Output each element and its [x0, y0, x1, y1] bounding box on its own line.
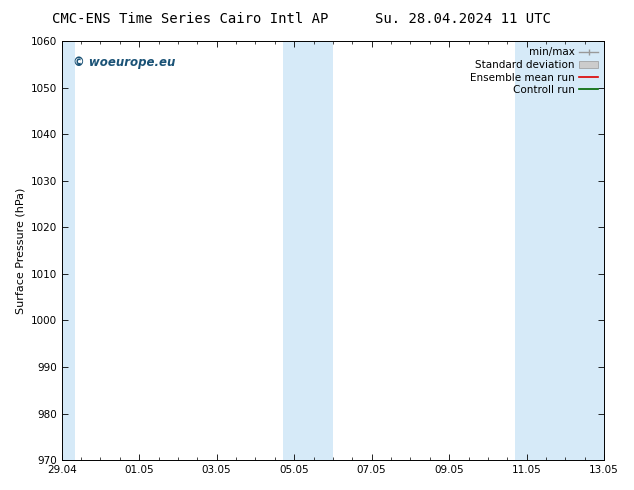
Bar	[538, 41, 608, 460]
Text: Su. 28.04.2024 11 UTC: Su. 28.04.2024 11 UTC	[375, 12, 551, 26]
Bar	[306, 41, 333, 460]
Bar	[60, 41, 75, 460]
Y-axis label: Surface Pressure (hPa): Surface Pressure (hPa)	[15, 187, 25, 314]
Legend: min/max, Standard deviation, Ensemble mean run, Controll run: min/max, Standard deviation, Ensemble me…	[466, 43, 602, 99]
Text: © woeurope.eu: © woeurope.eu	[72, 56, 175, 69]
Bar	[515, 41, 538, 460]
Bar	[283, 41, 306, 460]
Text: CMC-ENS Time Series Cairo Intl AP: CMC-ENS Time Series Cairo Intl AP	[52, 12, 328, 26]
